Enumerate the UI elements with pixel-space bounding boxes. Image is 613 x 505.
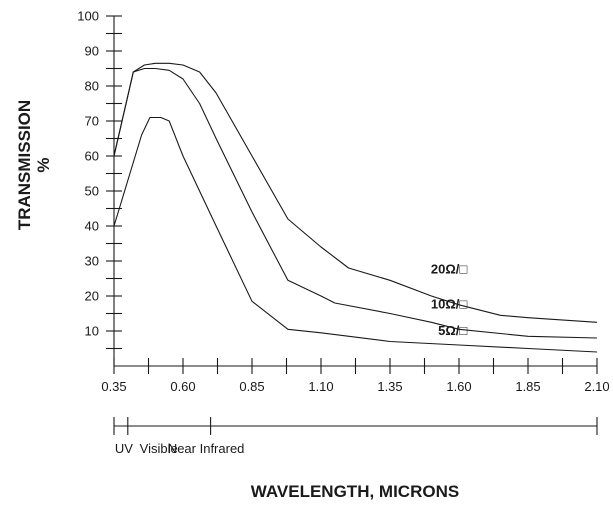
series-lines [113, 62, 598, 353]
x-axis-ticks: 0.35 0.60 0.85 1.10 1.35 1.60 1.85 2.10 [101, 358, 610, 394]
y-tick-label: 30 [85, 254, 99, 269]
y-tick-label: 100 [77, 9, 99, 24]
x-tick-label: 0.85 [239, 379, 264, 394]
y-tick-label: 90 [85, 44, 99, 59]
y-axis-ticks: 100 90 80 70 60 50 40 30 20 10 [77, 9, 122, 350]
y-axis-unit: % [34, 157, 53, 172]
band-label-3: Near Infrared [168, 441, 245, 456]
series-labels: 20Ω/□ 10Ω/□ 5Ω/□ [431, 261, 467, 338]
y-tick-label: 50 [85, 184, 99, 199]
chart-axes [113, 16, 597, 367]
series-label-1: 20Ω/□ [431, 261, 467, 276]
series-line-3 [113, 116, 598, 353]
x-axis-title: WAVELENGTH, MICRONS [251, 482, 459, 501]
series-line-1 [113, 62, 598, 323]
y-tick-label: 80 [85, 79, 99, 94]
series-line-2 [113, 67, 598, 339]
x-tick-label: 1.60 [446, 379, 471, 394]
y-tick-label: 70 [85, 114, 99, 129]
x-tick-label: 1.85 [515, 379, 540, 394]
x-tick-label: 2.10 [584, 379, 609, 394]
y-tick-label: 60 [85, 149, 99, 164]
y-tick-label: 10 [85, 324, 99, 339]
y-tick-label: 20 [85, 289, 99, 304]
y-axis-title: TRANSMISSION [15, 100, 34, 230]
x-tick-label: 0.35 [101, 379, 126, 394]
band-label-1: UV [115, 441, 133, 456]
band-label-2: Visible [140, 441, 178, 456]
series-label-2: 10Ω/□ [431, 296, 467, 311]
x-tick-label: 1.35 [377, 379, 402, 394]
x-tick-label: 1.10 [308, 379, 333, 394]
y-tick-label: 40 [85, 219, 99, 234]
x-tick-label: 0.60 [170, 379, 195, 394]
series-label-3: 5Ω/□ [438, 323, 467, 338]
